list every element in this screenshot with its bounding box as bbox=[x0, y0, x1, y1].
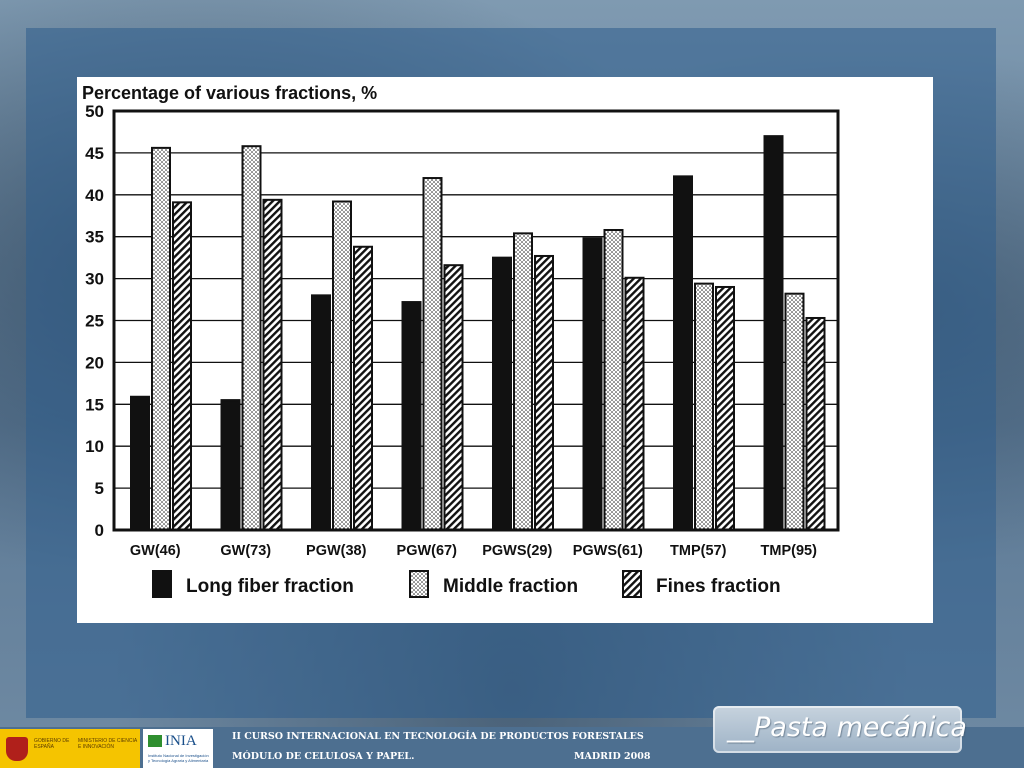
y-tick-label: 45 bbox=[85, 144, 104, 163]
bar-solid bbox=[311, 294, 331, 531]
leaf-icon bbox=[148, 735, 162, 747]
section-badge-label: __Pasta mecánica bbox=[727, 712, 967, 743]
bar-solid bbox=[673, 175, 693, 531]
x-tick-label: GW(73) bbox=[220, 543, 271, 559]
x-axis-ticks: GW(46) GW(73) PGW(38) PGW(67) PGWS(29) PGWS(6… bbox=[130, 543, 817, 559]
y-tick-label: 15 bbox=[85, 395, 104, 414]
course-title: II CURSO INTERNACIONAL EN TECNOLOGÍA DE … bbox=[232, 731, 644, 742]
bar-solid bbox=[582, 237, 603, 531]
y-tick-label: 25 bbox=[85, 312, 104, 331]
gobierno-ministerio-logo: GOBIERNO DE ESPAÑA MINISTERIO DE CIENCIA… bbox=[0, 729, 140, 768]
bar-hatched bbox=[624, 276, 645, 531]
bar-dotted bbox=[784, 292, 805, 531]
bar-solid bbox=[492, 256, 512, 531]
inia-subtitle: Instituto Nacional de Investigación y Te… bbox=[148, 753, 209, 763]
bar-dotted bbox=[513, 232, 533, 532]
chart-title: Percentage of various fractions, % bbox=[82, 83, 377, 103]
module-title: MÓDULO DE CELULOSA Y PAPEL. bbox=[232, 751, 415, 762]
bar-hatched bbox=[262, 198, 283, 531]
bar-dotted bbox=[603, 228, 624, 531]
bar-solid bbox=[220, 399, 241, 531]
y-tick-label: 20 bbox=[85, 353, 104, 372]
bar-hatched bbox=[534, 254, 554, 531]
y-tick-label: 40 bbox=[85, 186, 104, 205]
y-tick-label: 30 bbox=[85, 270, 104, 289]
bar-dotted bbox=[241, 145, 262, 531]
legend-label: Long fiber fraction bbox=[186, 576, 354, 597]
bar-hatched bbox=[443, 264, 464, 532]
bar-dotted bbox=[151, 146, 171, 531]
x-tick-label: TMP(95) bbox=[761, 543, 818, 559]
section-badge: __Pasta mecánica bbox=[713, 706, 967, 753]
bar-hatched bbox=[172, 201, 192, 531]
bar-dotted bbox=[422, 177, 443, 531]
bar-dotted bbox=[332, 200, 352, 531]
coat-of-arms-icon bbox=[6, 737, 28, 761]
inia-logo: INIA Instituto Nacional de Investigación… bbox=[143, 729, 213, 768]
bar-hatched bbox=[353, 245, 373, 531]
gov-logo-text: GOBIERNO DE ESPAÑA bbox=[34, 738, 70, 750]
chart-card: Percentage of various fractions, % 0 5 10 1… bbox=[77, 77, 933, 623]
legend-label: Middle fraction bbox=[443, 576, 578, 597]
place-date: MADRID 2008 bbox=[574, 751, 651, 762]
y-tick-label: 10 bbox=[85, 437, 104, 456]
x-tick-label: PGW(67) bbox=[397, 543, 458, 559]
bar-solid bbox=[763, 135, 784, 531]
x-tick-label: TMP(57) bbox=[670, 543, 727, 559]
y-tick-label: 5 bbox=[95, 479, 104, 498]
x-tick-label: PGWS(61) bbox=[573, 543, 643, 559]
x-tick-label: GW(46) bbox=[130, 543, 181, 559]
y-axis-ticks: 0 5 10 15 20 25 30 35 40 45 50 bbox=[85, 102, 104, 540]
bar-dotted bbox=[694, 282, 714, 531]
x-tick-label: PGW(38) bbox=[306, 543, 367, 559]
ministry-logo-text: MINISTERIO DE CIENCIA E INNOVACIÓN bbox=[78, 738, 137, 750]
bar-solid bbox=[130, 395, 150, 531]
x-tick-label: PGWS(29) bbox=[482, 543, 552, 559]
legend-swatch-solid bbox=[152, 570, 172, 598]
bar-hatched bbox=[715, 285, 735, 531]
plot-frame bbox=[112, 109, 840, 532]
y-tick-label: 35 bbox=[85, 228, 104, 247]
legend-swatch-dotted bbox=[409, 570, 429, 598]
bar-chart: Percentage of various fractions, % 0 5 10 1… bbox=[82, 83, 840, 598]
y-tick-label: 0 bbox=[95, 521, 104, 540]
legend-swatch-hatched bbox=[622, 570, 642, 598]
bar-hatched bbox=[805, 316, 826, 531]
inia-logo-text: INIA bbox=[165, 733, 197, 749]
bar-solid bbox=[401, 301, 422, 531]
legend-label: Fines fraction bbox=[656, 576, 781, 597]
legend: Long fiber fraction Middle fraction Fines … bbox=[152, 570, 781, 598]
y-tick-label: 50 bbox=[85, 102, 104, 121]
